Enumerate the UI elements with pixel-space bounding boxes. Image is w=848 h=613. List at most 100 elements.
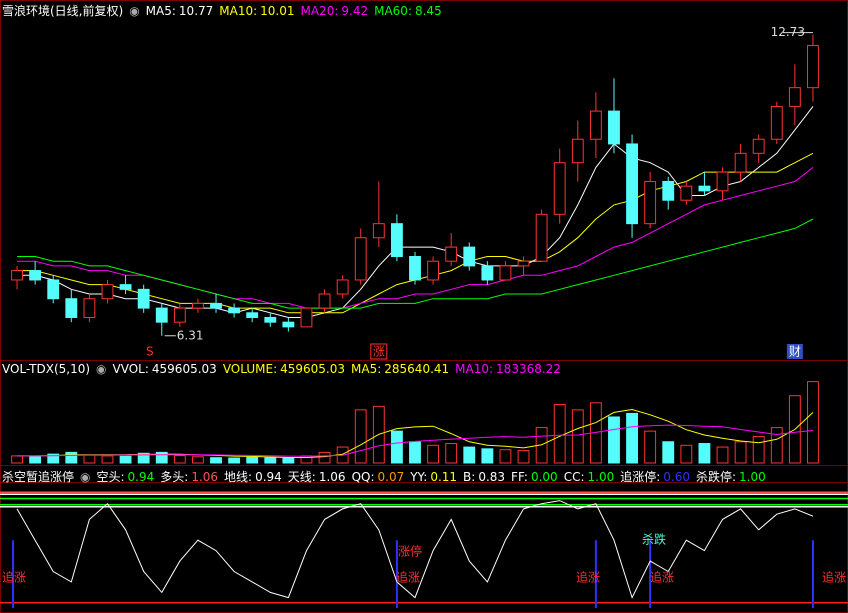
legend-item: 多头: 1.06 bbox=[160, 470, 218, 484]
candle-body bbox=[11, 270, 23, 281]
legend-value: 1.06 bbox=[191, 470, 219, 484]
legend-value: 8.45 bbox=[414, 4, 442, 18]
legend-name: 天线: bbox=[287, 470, 316, 484]
panel-title: VOL-TDX(5,10) bbox=[2, 362, 91, 376]
volume-bar bbox=[680, 444, 693, 464]
candle-body bbox=[788, 87, 801, 107]
candle-body bbox=[390, 223, 403, 258]
panel-title: 雪浪环境(日线,前复权) bbox=[2, 4, 124, 18]
legend-value: 0.07 bbox=[377, 470, 405, 484]
legend-value: 0.60 bbox=[663, 470, 690, 484]
menu-icon[interactable]: ◉ bbox=[80, 470, 91, 484]
candle-body bbox=[228, 307, 241, 314]
volume-bar bbox=[246, 456, 259, 464]
legend-name: VOLUME: bbox=[222, 362, 278, 376]
legend-item: 空头: 0.94 bbox=[97, 470, 155, 484]
legend-item: MA20: 9.42 bbox=[301, 4, 369, 18]
legend-item: QQ: 0.07 bbox=[352, 470, 405, 484]
candle-body bbox=[210, 302, 222, 309]
volume-bar bbox=[698, 443, 711, 464]
legend-item: MA10: 183368.22 bbox=[455, 362, 561, 376]
volume-bar bbox=[662, 441, 675, 464]
candle-body bbox=[264, 316, 277, 323]
legend-name: YY: bbox=[410, 470, 428, 484]
legend-name: VVOL: bbox=[112, 362, 149, 376]
ma-line bbox=[17, 152, 814, 314]
candle-body bbox=[517, 260, 530, 267]
candle-body bbox=[571, 138, 584, 164]
indicator-header: 杀空暂追涨停 ◉ 空头: 0.94 多头: 1.06 地线: 0.94 天线: 1.06 QQ: 0.… bbox=[2, 468, 772, 485]
signal-label: 追涨 bbox=[2, 570, 26, 585]
volume-bar bbox=[264, 457, 277, 464]
signal-label: 涨停 bbox=[398, 544, 422, 559]
candle-body bbox=[282, 321, 295, 328]
volume-bar bbox=[427, 444, 440, 464]
menu-icon[interactable]: ◉ bbox=[96, 362, 107, 376]
legend-name: MA10: bbox=[219, 4, 258, 18]
low-label: 6.31 bbox=[177, 328, 204, 342]
legend-name: MA60: bbox=[374, 4, 412, 18]
volume-bar bbox=[499, 449, 512, 464]
candle-body bbox=[608, 110, 620, 145]
legend-item: 追涨停: 0.60 bbox=[620, 470, 690, 484]
legend-name: FF: bbox=[511, 470, 528, 484]
volume-bar bbox=[137, 452, 150, 464]
volume-bar bbox=[65, 451, 78, 464]
volume-bar bbox=[571, 409, 584, 464]
legend-value: 1.06 bbox=[318, 470, 346, 484]
menu-icon[interactable]: ◉ bbox=[129, 4, 140, 18]
legend-item: 天线: 1.06 bbox=[288, 470, 346, 484]
legend-item: YY: 0.11 bbox=[410, 470, 457, 484]
volume-bar bbox=[390, 430, 403, 464]
legend-name: MA10: bbox=[455, 362, 494, 376]
candle-body bbox=[553, 162, 566, 215]
legend-name: 空头: bbox=[96, 470, 125, 484]
legend-item: 地线: 0.94 bbox=[224, 470, 282, 484]
candle-body bbox=[47, 279, 60, 300]
legend-name: 地线: bbox=[224, 470, 253, 484]
indicator-line bbox=[16, 500, 814, 599]
marker-box bbox=[786, 344, 803, 359]
candle-body bbox=[626, 143, 638, 225]
volume-header: VOL-TDX(5,10) ◉ VVOL: 459605.03 VOLUME: 45960… bbox=[2, 362, 567, 376]
candle-body bbox=[589, 110, 602, 140]
price-header: 雪浪环境(日线,前复权) ◉ MA5: 10.77 MA10: 10.01 MA20: 9.4… bbox=[2, 2, 448, 19]
legend-value: 10.01 bbox=[260, 4, 295, 18]
candle-body bbox=[246, 312, 259, 318]
candle-body bbox=[192, 302, 204, 309]
legend-name: 追涨停: bbox=[620, 470, 661, 484]
candle-body bbox=[499, 265, 512, 281]
candle-body bbox=[427, 260, 440, 281]
legend-value: 459605.03 bbox=[151, 362, 217, 376]
candle-body bbox=[354, 237, 367, 281]
volume-bar bbox=[445, 443, 458, 464]
legend-name: CC: bbox=[563, 470, 585, 484]
candle-body bbox=[119, 284, 132, 290]
volume-bar bbox=[463, 446, 476, 464]
volume-bar bbox=[608, 416, 620, 464]
volume-bar bbox=[155, 451, 168, 464]
legend-value: 0.83 bbox=[478, 470, 506, 484]
panel-title: 杀空暂追涨停 bbox=[2, 470, 75, 484]
volume-ma-line bbox=[17, 424, 814, 457]
candle-body bbox=[300, 307, 313, 328]
legend-name: 多头: bbox=[160, 470, 189, 484]
candle-body bbox=[481, 265, 494, 281]
marker: 涨 bbox=[373, 344, 385, 359]
volume-bar bbox=[553, 404, 566, 464]
legend-value: 285640.41 bbox=[384, 362, 450, 376]
volume-bar bbox=[83, 454, 96, 464]
marker: 财 bbox=[789, 345, 801, 359]
legend-item: MA5: 10.77 bbox=[146, 4, 214, 18]
volume-bar bbox=[752, 435, 765, 464]
legend-item: MA60: 8.45 bbox=[374, 4, 442, 18]
candle-body bbox=[535, 213, 548, 262]
ma-line bbox=[17, 167, 814, 309]
legend-value: 9.42 bbox=[341, 4, 369, 18]
legend-value: 0.94 bbox=[255, 470, 282, 484]
candle-body bbox=[83, 298, 96, 318]
candle-body bbox=[644, 180, 657, 225]
signal-label: 追涨 bbox=[822, 570, 846, 585]
